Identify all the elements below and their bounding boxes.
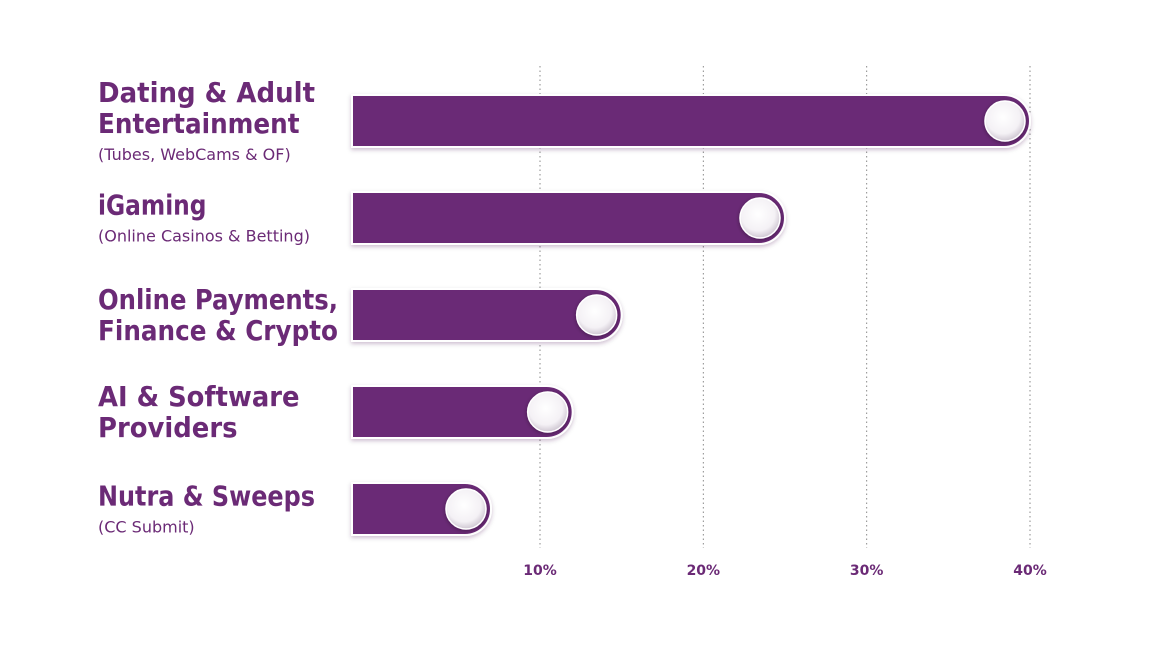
category-title: Online Payments, [98, 283, 338, 316]
category-label: Nutra & Sweeps (CC Submit) [98, 480, 315, 537]
x-tick-label: 30% [850, 563, 884, 579]
bar-end-knob [739, 197, 781, 239]
bar-group [351, 385, 574, 439]
category-title: Entertainment [98, 107, 300, 140]
bar-end-knob [445, 488, 487, 530]
x-axis-ticks: 10% 20% 30% 40% [523, 563, 1047, 579]
bar-end-knob [575, 294, 618, 336]
x-tick-label: 40% [1013, 563, 1047, 579]
bar [351, 288, 623, 342]
category-title: iGaming [98, 189, 207, 222]
category-label: iGaming (Online Casinos & Betting) [98, 189, 310, 246]
category-title: Finance & Crypto [98, 314, 338, 347]
bar-end-knob [526, 391, 569, 433]
bar-group [351, 94, 1031, 148]
category-title: Dating & Adult [98, 76, 315, 109]
category-label: Online Payments,Finance & Crypto [98, 283, 338, 347]
bar [351, 94, 1031, 148]
bars [351, 94, 1031, 536]
bar-group [351, 288, 623, 342]
bar-group [351, 191, 786, 245]
bar [351, 191, 786, 245]
category-subtitle: (Tubes, WebCams & OF) [98, 145, 291, 164]
category-title: Nutra & Sweeps [98, 480, 315, 513]
x-tick-label: 20% [687, 563, 721, 579]
x-tick-label: 10% [523, 563, 557, 579]
bar-end-knob [984, 100, 1026, 142]
bar [351, 385, 574, 439]
category-title: Providers [98, 411, 238, 444]
bar-group [351, 482, 492, 536]
category-subtitle: (CC Submit) [98, 518, 195, 537]
gridlines [539, 66, 1031, 548]
category-subtitle: (Online Casinos & Betting) [98, 227, 310, 246]
category-title: AI & Software [98, 380, 300, 413]
